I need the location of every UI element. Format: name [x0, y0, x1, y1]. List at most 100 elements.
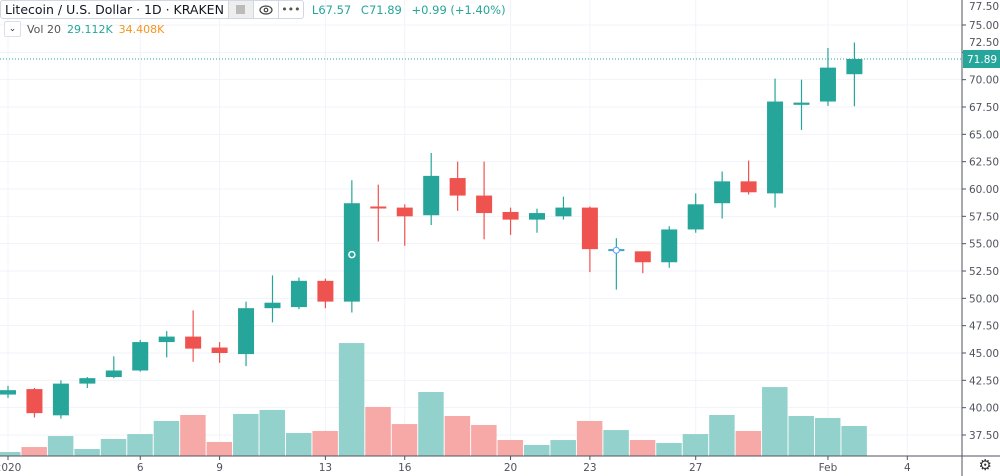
- time-tick-label: Feb: [819, 462, 838, 474]
- gear-icon[interactable]: ⚙: [978, 456, 992, 474]
- price-tick-label: 75.00: [969, 20, 999, 32]
- candle-body: [132, 342, 149, 371]
- candle-body: [476, 195, 493, 214]
- volume-bar: [682, 434, 709, 456]
- volume-legend: ⌄ Vol 20 29.112K 34.408K: [4, 21, 170, 37]
- candle-body: [370, 206, 387, 209]
- volume-bar: [338, 343, 365, 456]
- price-tick-label: 47.50: [969, 321, 999, 333]
- price-tick-label: 65.00: [969, 129, 999, 141]
- volume-bar: [365, 406, 391, 456]
- candle-body: [793, 102, 810, 105]
- price-tick-label: 45.00: [969, 348, 999, 360]
- volume-bar: [153, 420, 180, 456]
- price-tick-label: 57.50: [969, 211, 999, 223]
- time-tick-label: 20: [504, 462, 517, 474]
- symbol-legend: Litecoin / U.S. Dollar · 1D · KRAKEN •••…: [0, 0, 512, 19]
- time-tick-label: 27: [689, 462, 702, 474]
- volume-bar: [21, 447, 47, 456]
- symbol-title[interactable]: Litecoin / U.S. Dollar · 1D · KRAKEN: [5, 2, 224, 17]
- flag-button[interactable]: [227, 1, 253, 18]
- volume-bar: [576, 420, 603, 456]
- volume-bar: [629, 440, 656, 456]
- price-tick-label: 37.50: [969, 430, 999, 442]
- volume-value: 29.112K: [66, 22, 113, 36]
- candle-body: [767, 101, 784, 194]
- volume-bar: [0, 451, 21, 456]
- more-dots-icon: •••: [281, 3, 301, 16]
- volume-bar: [524, 444, 550, 456]
- candle-body: [185, 336, 202, 349]
- price-tick-label: 60.00: [969, 184, 999, 196]
- last-price-label-bg: [963, 50, 1000, 69]
- candle-body: [211, 347, 228, 353]
- volume-bar: [233, 413, 259, 456]
- change-value: +0.99 (+1.40%): [411, 2, 506, 17]
- volume-bar: [180, 414, 206, 456]
- close-value: C71.89: [360, 2, 402, 17]
- volume-bar: [497, 440, 524, 456]
- more-button[interactable]: •••: [277, 1, 303, 18]
- volume-bar: [841, 426, 867, 456]
- volume-bar: [656, 443, 682, 456]
- volume-bar: [312, 430, 338, 456]
- time-tick-label: 2020: [0, 462, 21, 474]
- price-tick-label: 52.50: [969, 266, 999, 278]
- candle-body: [264, 302, 281, 309]
- candle-body: [819, 67, 836, 102]
- price-tick-label: 40.00: [969, 403, 999, 415]
- price-axis: [962, 0, 1000, 476]
- time-tick-label: 4: [904, 462, 911, 474]
- candle-body: [714, 181, 731, 204]
- volume-bar: [74, 448, 100, 456]
- time-tick-label: 13: [319, 462, 332, 474]
- volume-bar: [285, 433, 312, 456]
- price-tick-label: 55.00: [969, 239, 999, 251]
- symbol-title-box[interactable]: Litecoin / U.S. Dollar · 1D · KRAKEN •••: [0, 0, 304, 19]
- candle-body: [423, 175, 440, 216]
- volume-bar: [418, 392, 444, 456]
- price-tick-label: 62.50: [969, 157, 999, 169]
- volume-bar: [788, 416, 814, 456]
- candle-body: [740, 181, 757, 193]
- chevron-down-icon[interactable]: ⌄: [4, 21, 21, 37]
- candle-body: [502, 211, 519, 220]
- volume-bar: [259, 409, 285, 456]
- time-tick-label: 16: [398, 462, 412, 474]
- visibility-button[interactable]: [252, 1, 278, 18]
- volume-bar: [762, 387, 788, 456]
- price-tick-label: 70.00: [969, 75, 999, 87]
- volume-bar: [603, 430, 629, 456]
- candle-body: [26, 389, 43, 414]
- candle-body: [529, 213, 545, 220]
- time-tick-label: 9: [216, 462, 223, 474]
- candle-body: [449, 178, 466, 196]
- volume-bar: [444, 416, 471, 456]
- crosshair-marker: [612, 246, 620, 254]
- time-tick-label: 6: [137, 462, 144, 474]
- candle-body: [52, 383, 69, 416]
- candle-body: [79, 378, 96, 384]
- time-tick-label: 23: [583, 462, 596, 474]
- candle-body: [0, 390, 16, 395]
- data-point-marker: [348, 250, 356, 259]
- price-tick-label: 77.50: [969, 1, 999, 13]
- volume-bar: [471, 424, 497, 456]
- candle-body: [846, 59, 863, 75]
- volume-bar: [709, 414, 735, 456]
- candle-body: [581, 207, 598, 250]
- candle-body: [317, 280, 334, 302]
- candle-body: [396, 207, 413, 217]
- volume-bar: [550, 440, 576, 456]
- volume-bar: [206, 441, 233, 456]
- low-value: L67.57: [311, 2, 352, 17]
- candle-body: [555, 207, 572, 217]
- volume-bar: [127, 434, 153, 456]
- volume-ma-value: 34.408K: [118, 22, 165, 36]
- volume-bar: [814, 417, 841, 456]
- eye-icon: [259, 4, 273, 15]
- last-price-label: 71.89: [967, 54, 997, 66]
- volume-bar: [47, 436, 74, 456]
- candle-body: [634, 251, 651, 263]
